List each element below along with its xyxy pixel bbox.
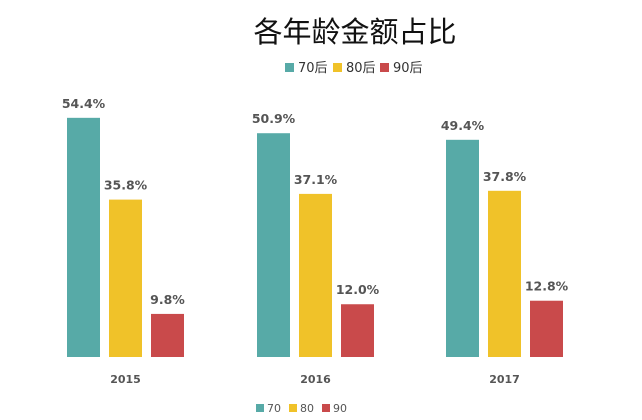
legend-bottom-swatch-70 [256,404,264,412]
data-label-80-2016: 37.1% [294,172,338,187]
x-axis-ticks: 2015 2016 2017 [110,373,520,386]
data-label-90-2016: 12.0% [336,282,380,297]
bar-70-2016 [257,133,290,357]
legend-top-label-80: 80后 [346,61,376,76]
x-tick-label-2015: 2015 [110,373,141,386]
legend-bottom-label-70: 70 [267,402,281,415]
legend-top-swatch-70 [285,63,294,72]
data-label-70-2017: 49.4% [441,118,485,133]
bar-70-2015 [67,117,100,358]
legend-bottom-swatch-80 [289,404,297,412]
bar-80-2015 [109,199,142,357]
bar-90-2016 [341,304,374,357]
data-label-80-2015: 35.8% [104,178,148,193]
chart-title: 各年龄金额占比 [253,15,456,49]
legend-bottom-label-90: 90 [333,402,347,415]
bar-90-2015 [151,313,184,357]
legend-top-label-90: 90后 [393,61,423,76]
data-label-90-2017: 12.8% [525,279,569,294]
legend-top-swatch-90 [380,63,389,72]
x-tick-label-2017: 2017 [489,373,520,386]
data-label-90-2015: 9.8% [150,292,185,307]
legend-top: 70后 80后 90后 [285,61,423,76]
data-label-70-2016: 50.9% [252,111,296,126]
data-labels-group: 54.4% 35.8% 9.8% 50.9% 37.1% 12.0% 49.4% 37.8% 1… [62,96,569,307]
bar-80-2017 [488,190,521,357]
legend-bottom-swatch-90 [322,404,330,412]
data-label-80-2017: 37.8% [483,169,527,184]
x-tick-label-2016: 2016 [300,373,331,386]
bars-group [67,117,563,358]
bar-90-2017 [530,300,563,357]
legend-bottom: 70 80 90 [256,402,347,415]
legend-bottom-label-80: 80 [300,402,314,415]
bar-80-2016 [299,193,332,357]
bar-70-2017 [446,139,479,357]
legend-top-label-70: 70后 [298,61,328,76]
data-label-70-2015: 54.4% [62,96,106,111]
legend-top-swatch-80 [333,63,342,72]
